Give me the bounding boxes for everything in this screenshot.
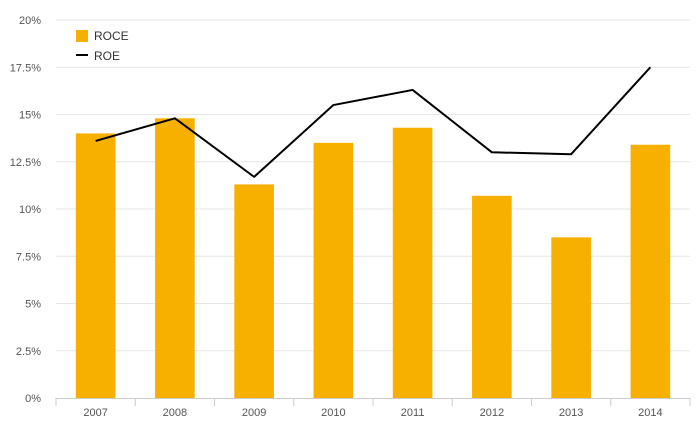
x-tick-label: 2012 <box>480 407 504 419</box>
bar-roce-2013 <box>551 237 591 398</box>
legend-swatch-roce <box>76 30 88 42</box>
y-tick-label: 20% <box>19 15 41 27</box>
x-tick-label: 2007 <box>83 407 107 419</box>
bar-roce-2014 <box>630 144 671 398</box>
roe-line-group <box>95 66 652 178</box>
bar-roce-2011 <box>392 127 433 398</box>
gridlines <box>56 19 690 352</box>
y-tick-label: 0% <box>25 393 41 405</box>
legend-label-roce: ROCE <box>94 29 129 43</box>
bar-roce-2009 <box>234 184 274 398</box>
x-tick-label: 2014 <box>638 407 662 419</box>
bar-roce-2007 <box>75 133 116 398</box>
y-tick-label: 10% <box>19 204 41 216</box>
y-tick-label: 15% <box>19 110 41 122</box>
x-tick-label: 2010 <box>321 407 345 419</box>
x-tick-label: 2011 <box>401 407 425 419</box>
y-tick-label: 5% <box>25 299 41 311</box>
y-tick-label: 2.5% <box>16 346 41 358</box>
bar-roce-2008 <box>155 118 195 398</box>
y-tick-label: 7.5% <box>16 251 41 263</box>
legend: ROCE ROE <box>76 29 129 63</box>
x-axis: 2007 2008 2009 2010 2011 2012 2013 2014 <box>55 398 691 419</box>
x-tick-label: 2013 <box>559 407 583 419</box>
y-tick-label: 17.5% <box>10 62 41 74</box>
y-axis: 0% 2.5% 5% 7.5% 10% 12.5% 15% 17.5% 20% <box>10 15 41 405</box>
x-tick-label: 2009 <box>242 407 266 419</box>
legend-label-roe: ROE <box>94 49 120 63</box>
y-tick-label: 12.5% <box>10 157 41 169</box>
bar-roce-2010 <box>313 142 354 398</box>
roe-line <box>95 66 652 178</box>
x-tick-label: 2008 <box>163 407 187 419</box>
roce-bars <box>75 118 671 398</box>
bar-roce-2012 <box>472 195 512 398</box>
